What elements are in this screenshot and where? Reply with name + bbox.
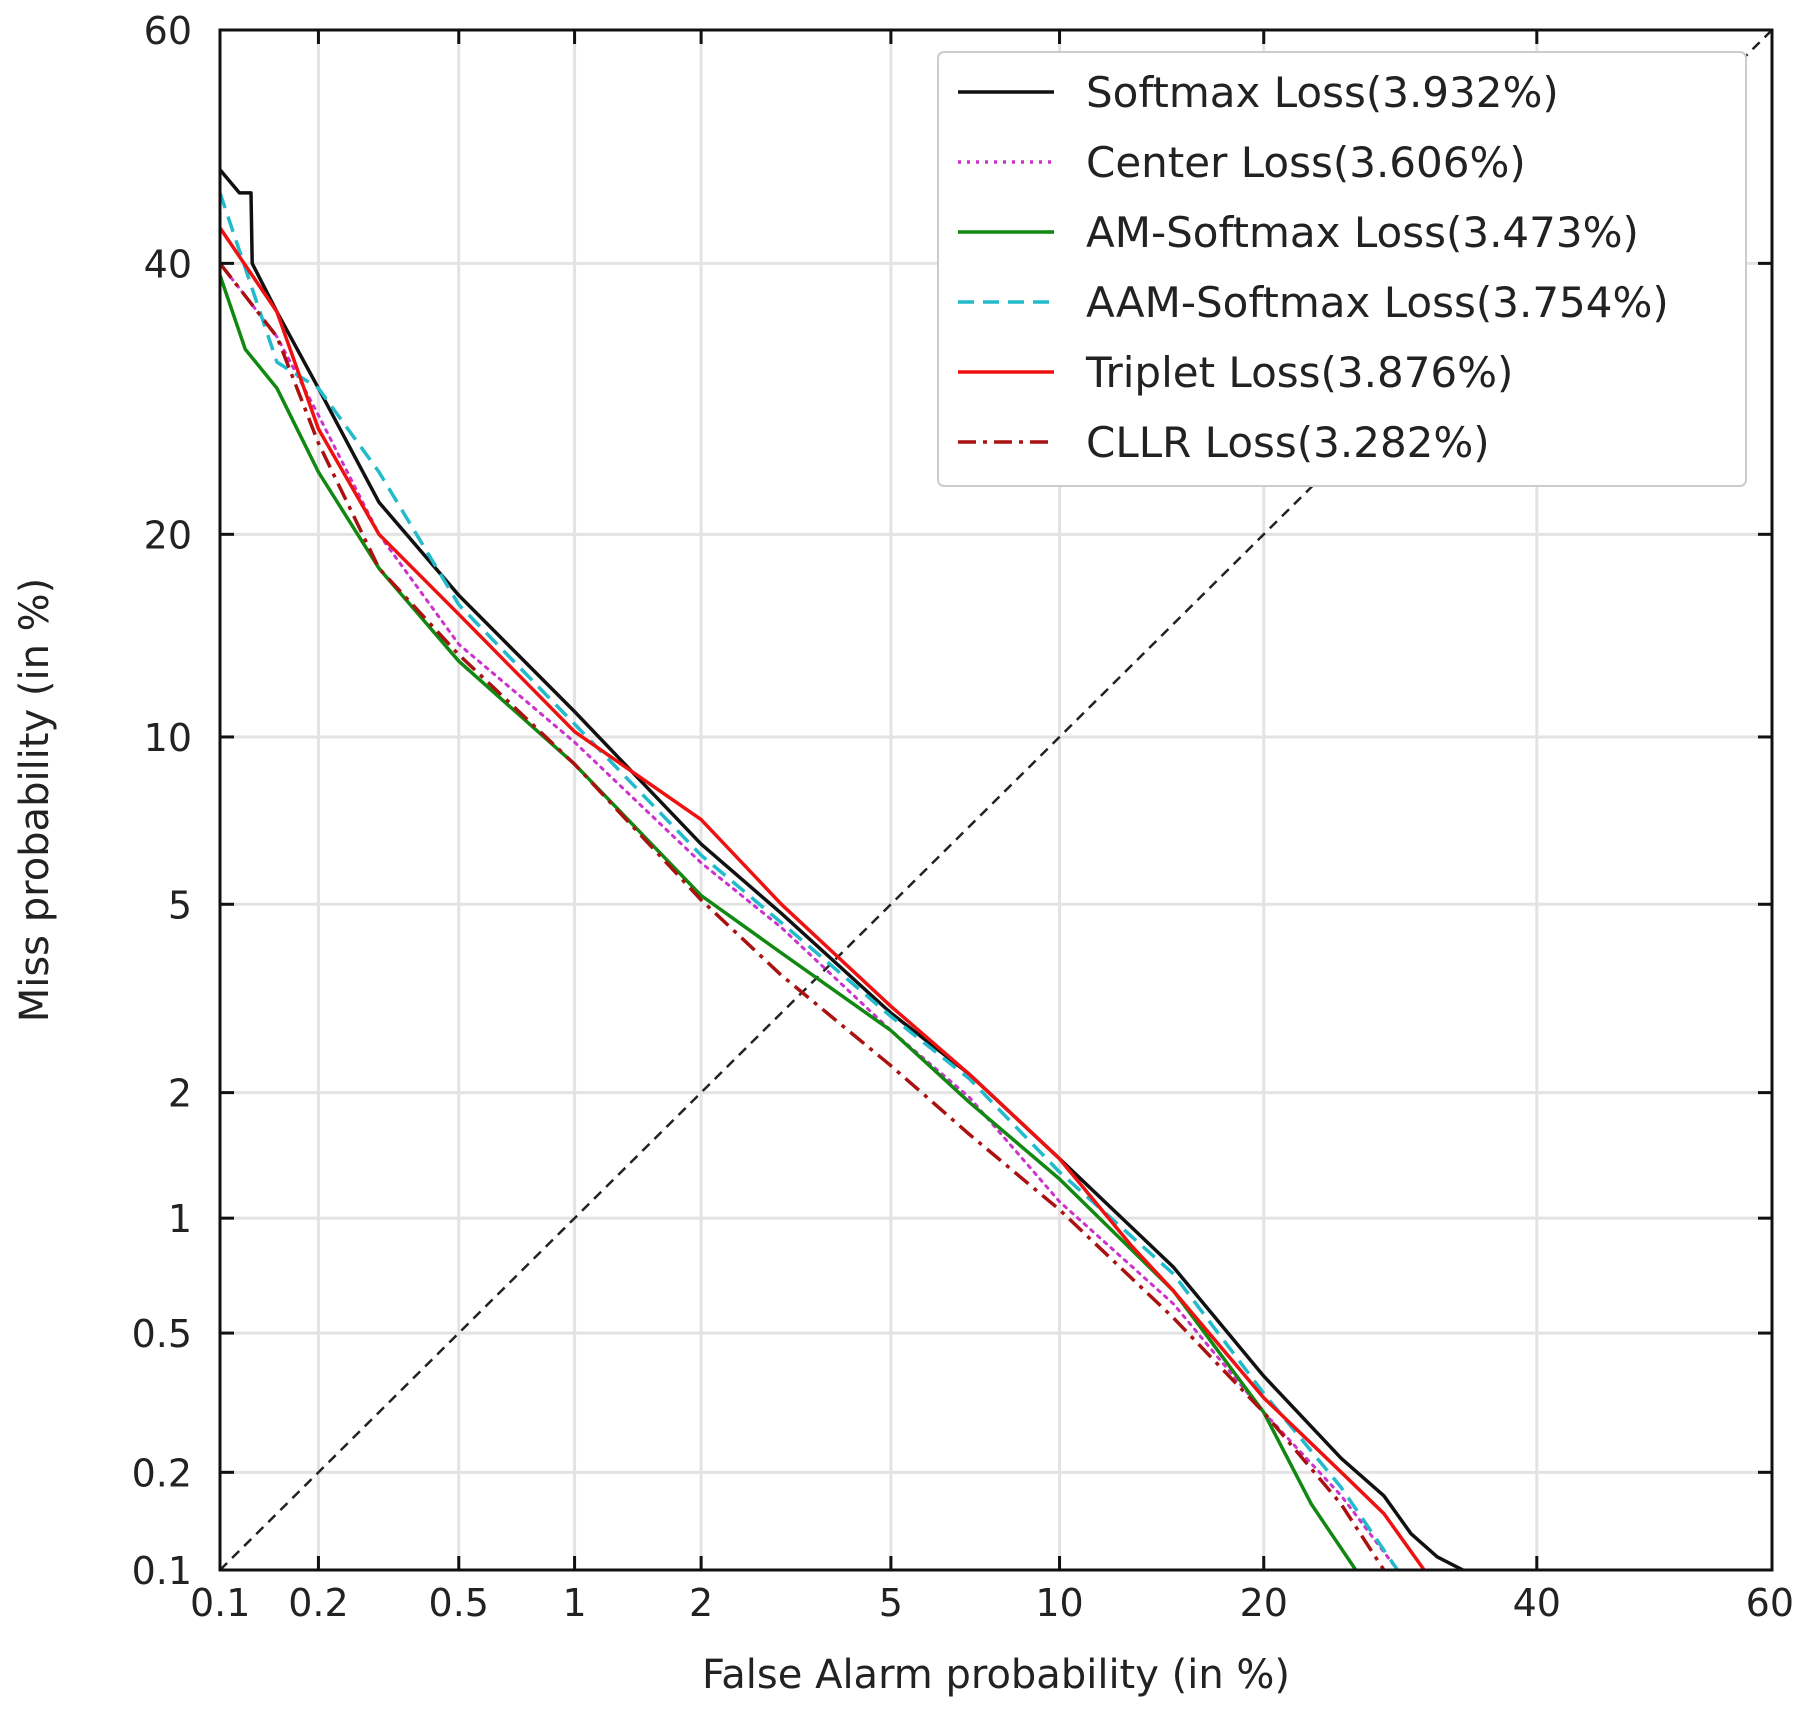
legend: Softmax Loss(3.932%) Center Loss(3.606%) A… (937, 51, 1747, 487)
legend-label-cllr-loss: CLLR Loss(3.282%) (1086, 418, 1490, 467)
y-tick-label-0-1: 0.1 (132, 1549, 192, 1593)
series-line-softmax-loss (220, 168, 1464, 1570)
legend-label-softmax-loss: Softmax Loss(3.932%) (1086, 68, 1559, 117)
legend-label-center-loss: Center Loss(3.606%) (1086, 138, 1526, 187)
y-tick-label-0-5: 0.5 (132, 1312, 192, 1356)
x-axis-title: False Alarm probability (in %) (702, 1652, 1290, 1698)
series-line-am-softmax-loss (220, 274, 1358, 1570)
x-tick-labels: 0.1 0.2 0.5 1 2 5 10 20 40 60 (190, 1581, 1794, 1625)
series-line-cllr-loss (220, 262, 1386, 1570)
x-tick-label-0-5: 0.5 (429, 1581, 489, 1625)
y-axis-title: Miss probability (in %) (12, 578, 58, 1023)
x-tick-label-40: 40 (1513, 1581, 1561, 1625)
x-tick-label-5: 5 (879, 1581, 903, 1625)
y-tick-label-40: 40 (144, 242, 192, 286)
legend-label-am-softmax-loss: AM-Softmax Loss(3.473%) (1086, 208, 1639, 257)
x-tick-label-1: 1 (562, 1581, 586, 1625)
x-tick-label-2: 2 (689, 1581, 713, 1625)
y-tick-label-60: 60 (144, 9, 192, 53)
legend-box (937, 51, 1747, 487)
series-group (220, 168, 1464, 1570)
x-tick-label-0-1: 0.1 (190, 1581, 250, 1625)
plot-area (220, 30, 1772, 1570)
legend-items: Softmax Loss(3.932%) Center Loss(3.606%) A… (958, 68, 1669, 467)
plot-frame (218, 28, 1774, 1572)
series-line-triplet-loss (220, 226, 1426, 1570)
legend-label-triplet-loss: Triplet Loss(3.876%) (1085, 348, 1513, 397)
y-tick-label-20: 20 (144, 513, 192, 557)
tick-marks (218, 28, 1774, 1572)
y-tick-label-0-2: 0.2 (132, 1451, 192, 1495)
y-tick-labels: 0.1 0.2 0.5 1 2 5 10 20 40 60 (132, 9, 192, 1593)
y-tick-label-5: 5 (168, 883, 192, 927)
legend-label-aam-softmax-loss: AAM-Softmax Loss(3.754%) (1086, 278, 1669, 327)
series-line-aam-softmax-loss (220, 192, 1399, 1570)
y-tick-label-2: 2 (168, 1072, 192, 1116)
series-line-center-loss (220, 261, 1399, 1570)
x-tick-label-10: 10 (1035, 1581, 1083, 1625)
x-tick-label-20: 20 (1240, 1581, 1288, 1625)
y-tick-label-10: 10 (144, 716, 192, 760)
y-tick-label-1: 1 (168, 1197, 192, 1241)
x-tick-label-60: 60 (1746, 1581, 1794, 1625)
x-tick-label-0-2: 0.2 (288, 1581, 348, 1625)
